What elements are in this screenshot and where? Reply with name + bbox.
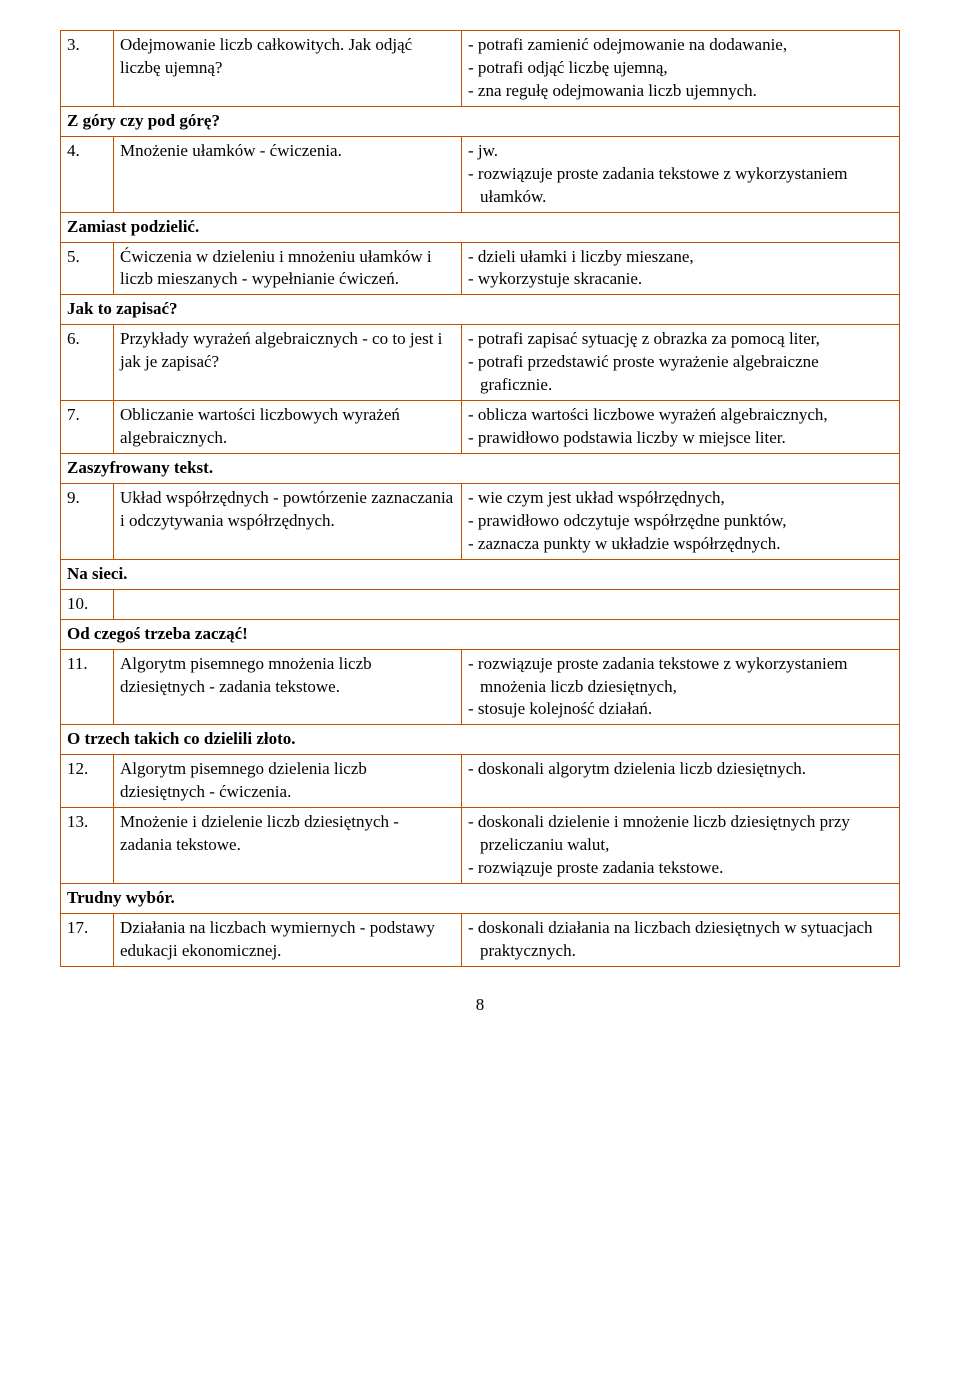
objectives-cell: - oblicza wartości liczbowe wyrażeń alge… bbox=[462, 401, 900, 454]
objectives-cell: - potrafi zamienić odejmowanie na dodawa… bbox=[462, 31, 900, 107]
objective-line: - potrafi odjąć liczbę ujemną, bbox=[468, 57, 893, 80]
row-number: 13. bbox=[61, 808, 114, 884]
section-heading: Od czegoś trzeba zacząć! bbox=[61, 619, 900, 649]
empty-cell bbox=[114, 589, 900, 619]
objective-line: - doskonali dzielenie i mnożenie liczb d… bbox=[468, 811, 893, 857]
objective-line: - prawidłowo odczytuje współrzędne punkt… bbox=[468, 510, 893, 533]
section-heading: Trudny wybór. bbox=[61, 884, 900, 914]
curriculum-table: 3.Odejmowanie liczb całkowitych. Jak odj… bbox=[60, 30, 900, 967]
objective-line: - doskonali algorytm dzielenia liczb dzi… bbox=[468, 758, 893, 781]
objective-line: - zna regułę odejmowania liczb ujemnych. bbox=[468, 80, 893, 103]
topic-cell: Mnożenie ułamków - ćwiczenia. bbox=[114, 136, 462, 212]
section-heading: Jak to zapisać? bbox=[61, 295, 900, 325]
objective-line: - rozwiązuje proste zadania tekstowe z w… bbox=[468, 653, 893, 699]
objective-line: - doskonali działania na liczbach dziesi… bbox=[468, 917, 893, 963]
topic-cell: Układ współrzędnych - powtórzenie zaznac… bbox=[114, 483, 462, 559]
row-number: 9. bbox=[61, 483, 114, 559]
objective-line: - wie czym jest układ współrzędnych, bbox=[468, 487, 893, 510]
section-heading: O trzech takich co dzielili złoto. bbox=[61, 725, 900, 755]
section-heading: Z góry czy pod górę? bbox=[61, 106, 900, 136]
row-number: 17. bbox=[61, 913, 114, 966]
objectives-cell: - rozwiązuje proste zadania tekstowe z w… bbox=[462, 649, 900, 725]
row-number: 5. bbox=[61, 242, 114, 295]
row-number: 11. bbox=[61, 649, 114, 725]
row-number: 7. bbox=[61, 401, 114, 454]
objective-line: - stosuje kolejność działań. bbox=[468, 698, 893, 721]
row-number: 4. bbox=[61, 136, 114, 212]
objective-line: - potrafi przedstawić proste wyrażenie a… bbox=[468, 351, 893, 397]
topic-cell: Odejmowanie liczb całkowitych. Jak odjąć… bbox=[114, 31, 462, 107]
objective-line: - jw. bbox=[468, 140, 893, 163]
objective-line: - potrafi zapisać sytuację z obrazka za … bbox=[468, 328, 893, 351]
section-heading: Zamiast podzielić. bbox=[61, 212, 900, 242]
objectives-cell: - doskonali działania na liczbach dziesi… bbox=[462, 913, 900, 966]
objectives-cell: - doskonali dzielenie i mnożenie liczb d… bbox=[462, 808, 900, 884]
row-number: 12. bbox=[61, 755, 114, 808]
page-number: 8 bbox=[60, 995, 900, 1015]
row-number: 6. bbox=[61, 325, 114, 401]
objective-line: - prawidłowo podstawia liczby w miejsce … bbox=[468, 427, 893, 450]
objective-line: - zaznacza punkty w układzie współrzędny… bbox=[468, 533, 893, 556]
objective-line: - dzieli ułamki i liczby mieszane, bbox=[468, 246, 893, 269]
topic-cell: Obliczanie wartości liczbowych wyrażeń a… bbox=[114, 401, 462, 454]
objective-line: - rozwiązuje proste zadania tekstowe. bbox=[468, 857, 893, 880]
row-number: 3. bbox=[61, 31, 114, 107]
objectives-cell: - dzieli ułamki i liczby mieszane,- wyko… bbox=[462, 242, 900, 295]
topic-cell: Mnożenie i dzielenie liczb dziesiętnych … bbox=[114, 808, 462, 884]
objectives-cell: - doskonali algorytm dzielenia liczb dzi… bbox=[462, 755, 900, 808]
objectives-cell: - jw.- rozwiązuje proste zadania tekstow… bbox=[462, 136, 900, 212]
objective-line: - potrafi zamienić odejmowanie na dodawa… bbox=[468, 34, 893, 57]
topic-cell: Ćwiczenia w dzieleniu i mnożeniu ułamków… bbox=[114, 242, 462, 295]
topic-cell: Algorytm pisemnego dzielenia liczb dzies… bbox=[114, 755, 462, 808]
topic-cell: Algorytm pisemnego mnożenia liczb dziesi… bbox=[114, 649, 462, 725]
objective-line: - wykorzystuje skracanie. bbox=[468, 268, 893, 291]
row-number: 10. bbox=[61, 589, 114, 619]
topic-cell: Działania na liczbach wymiernych - podst… bbox=[114, 913, 462, 966]
section-heading: Na sieci. bbox=[61, 559, 900, 589]
topic-cell: Przykłady wyrażeń algebraicznych - co to… bbox=[114, 325, 462, 401]
objectives-cell: - potrafi zapisać sytuację z obrazka za … bbox=[462, 325, 900, 401]
objective-line: - rozwiązuje proste zadania tekstowe z w… bbox=[468, 163, 893, 209]
objective-line: - oblicza wartości liczbowe wyrażeń alge… bbox=[468, 404, 893, 427]
section-heading: Zaszyfrowany tekst. bbox=[61, 454, 900, 484]
objectives-cell: - wie czym jest układ współrzędnych,- pr… bbox=[462, 483, 900, 559]
